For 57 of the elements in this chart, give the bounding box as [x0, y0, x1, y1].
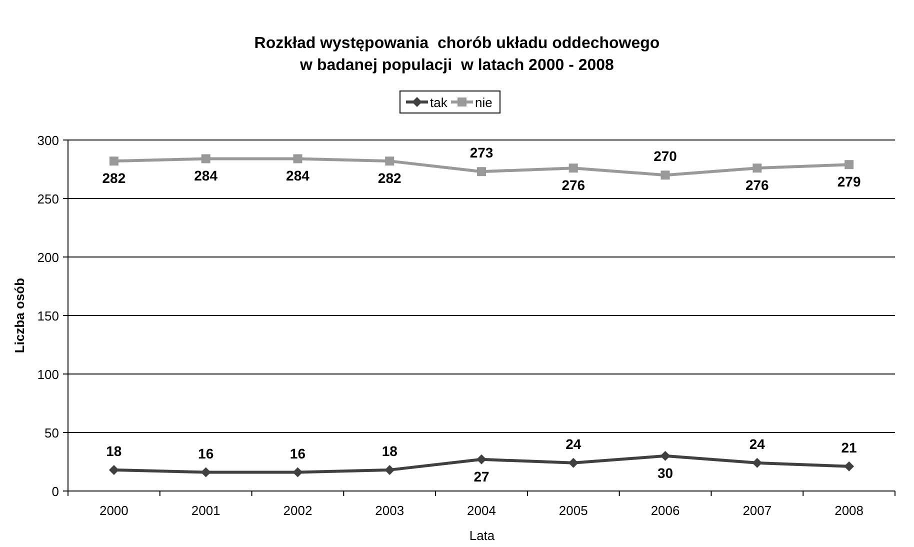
y-tick-label: 50 — [44, 426, 59, 440]
data-label: 21 — [841, 439, 858, 456]
y-tick-label: 150 — [37, 308, 59, 324]
legend-label: nie — [475, 95, 492, 110]
data-label: 270 — [654, 148, 678, 164]
x-tick-label: 2007 — [742, 503, 772, 518]
point — [568, 458, 578, 468]
point — [200, 467, 211, 478]
data-label: 276 — [745, 177, 770, 194]
x-tick-label: 2005 — [558, 503, 588, 518]
point — [477, 167, 486, 176]
point — [108, 464, 119, 475]
point — [844, 461, 854, 472]
point — [292, 467, 303, 478]
y-tick-label: 100 — [37, 367, 59, 382]
data-label: 284 — [194, 168, 218, 184]
y-tick-label: 300 — [37, 133, 59, 148]
data-label: 282 — [102, 170, 126, 186]
data-label: 276 — [562, 177, 586, 194]
point — [660, 170, 670, 180]
point — [476, 454, 486, 464]
x-tick-label: 2001 — [191, 503, 220, 518]
point — [660, 450, 670, 461]
point — [384, 464, 395, 475]
data-label: 16 — [198, 445, 214, 462]
data-label: 27 — [474, 468, 490, 484]
legend-label: tak — [430, 95, 448, 110]
data-label: 30 — [657, 464, 674, 481]
x-tick-label: 2000 — [99, 503, 128, 518]
data-label: 284 — [286, 168, 310, 184]
data-label: 24 — [566, 436, 582, 452]
x-tick-label: 2006 — [650, 503, 680, 518]
data-label: 16 — [290, 445, 306, 462]
point — [844, 160, 854, 170]
x-tick-label: 2008 — [834, 503, 864, 518]
data-label: 24 — [749, 436, 766, 452]
point — [109, 156, 118, 166]
x-tick-label: 2004 — [467, 503, 496, 518]
x-tick-label: 2003 — [375, 503, 404, 518]
point — [385, 156, 394, 166]
x-tick-label: 2002 — [283, 503, 312, 518]
point — [201, 154, 210, 164]
x-axis-title: Lata — [469, 528, 496, 543]
chart-title: Rozkład występowania chorób układu oddechowego w badanej populacji w latach 2000 - 2008 — [254, 35, 660, 74]
point — [293, 154, 302, 164]
point — [568, 164, 578, 173]
data-label: 282 — [378, 170, 402, 186]
y-tick-label: 0 — [52, 484, 59, 499]
data-label: 279 — [837, 174, 861, 190]
data-label: 273 — [470, 144, 494, 161]
data-label: 18 — [106, 442, 122, 459]
y-tick-label: 250 — [37, 192, 59, 206]
y-tick-label: 200 — [37, 250, 59, 265]
y-axis-title: Liczba osób — [12, 278, 27, 354]
point — [752, 164, 762, 173]
data-label: 18 — [382, 442, 398, 459]
point — [752, 458, 762, 468]
